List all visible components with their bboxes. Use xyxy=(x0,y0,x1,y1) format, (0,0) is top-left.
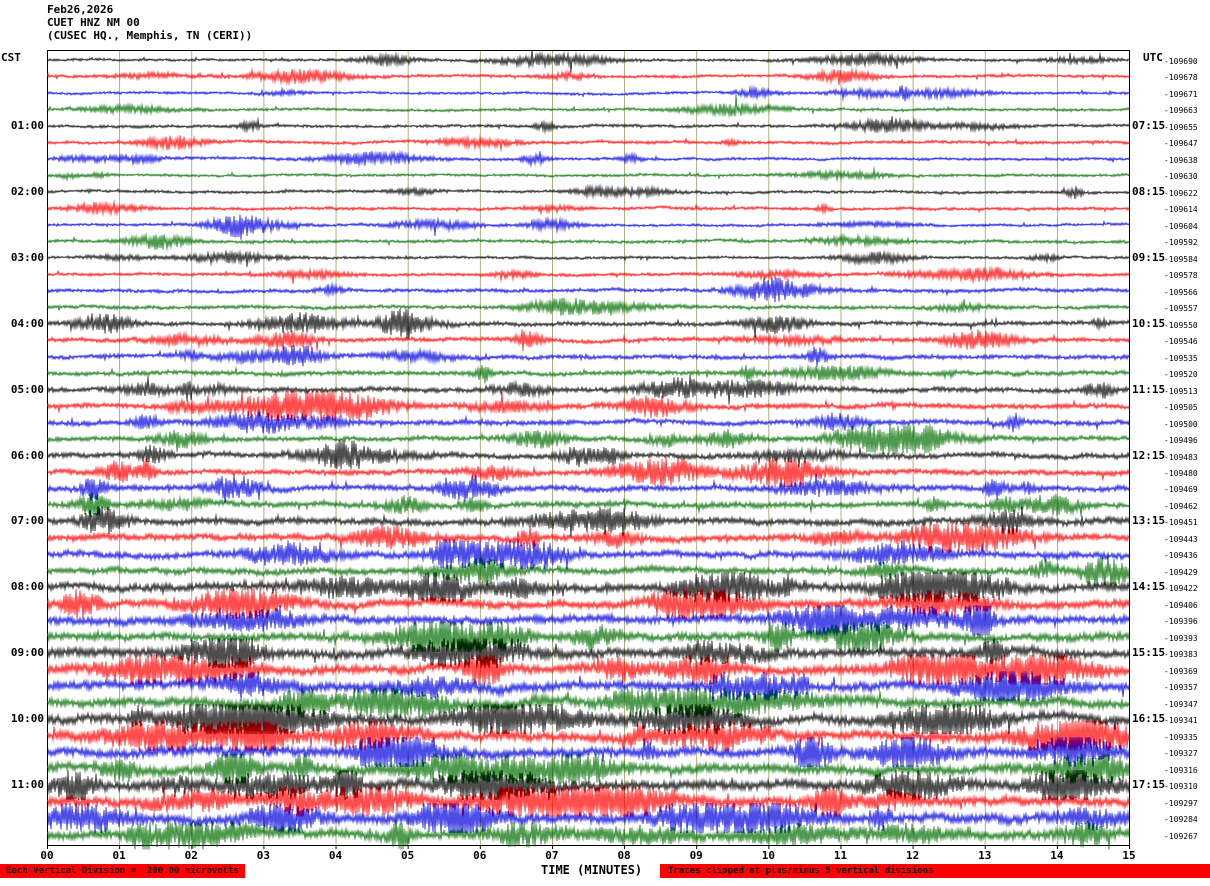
utc-hour-label: 11:15 xyxy=(1132,382,1166,396)
cst-hour-label: 03:00 xyxy=(10,250,44,264)
x-tick-label: 10 xyxy=(761,849,775,862)
trace-offset-label: -109592 xyxy=(1164,238,1198,248)
trace-offset-label: -109383 xyxy=(1164,650,1198,660)
trace-offset-label: -109513 xyxy=(1164,386,1198,396)
trace-offset-label: -109429 xyxy=(1164,567,1198,577)
trace-offset-label: -109480 xyxy=(1164,469,1198,478)
trace-offset-label: -109310 xyxy=(1164,782,1198,792)
trace-offset-label: -109462 xyxy=(1164,501,1198,511)
right-timezone-label: UTC xyxy=(1143,51,1163,64)
header-date: Feb26,2026 xyxy=(47,3,114,16)
seismogram-canvas xyxy=(47,50,1130,850)
trace-offset-label: -109284 xyxy=(1164,815,1198,825)
trace-offset-label: -109566 xyxy=(1164,287,1198,297)
seismogram-plot-area xyxy=(47,50,1130,850)
trace-offset-label: -109622 xyxy=(1164,188,1198,198)
trace-offset-label: -109436 xyxy=(1164,551,1198,561)
x-tick-label: 05 xyxy=(401,849,415,862)
trace-offset-label: -109443 xyxy=(1164,534,1198,544)
x-tick-label: 04 xyxy=(328,849,343,862)
x-tick-label: 00 xyxy=(40,849,54,862)
trace-offset-label: -109347 xyxy=(1164,699,1198,709)
trace-offset-label: -109578 xyxy=(1164,271,1198,281)
utc-hour-label: 16:15 xyxy=(1132,712,1166,726)
trace-offset-label: -109316 xyxy=(1164,765,1198,775)
trace-offset-label: -109267 xyxy=(1164,831,1198,841)
trace-offset-label: -109297 xyxy=(1164,798,1198,808)
trace-offset-label: -109341 xyxy=(1164,716,1198,726)
trace-offset-label: -109671 xyxy=(1164,89,1198,99)
trace-offset-label: -109496 xyxy=(1164,436,1198,446)
trace-offset-label: -109614 xyxy=(1164,205,1198,215)
trace-offset-label: -109604 xyxy=(1164,221,1198,231)
x-tick-label: 08 xyxy=(617,849,631,862)
header-station-location: (CUSEC HQ., Memphis, TN (CERI)) xyxy=(47,29,253,42)
utc-hour-label: 15:15 xyxy=(1132,646,1166,660)
trace-offset-label: -109546 xyxy=(1164,337,1198,347)
cst-hour-label: 09:00 xyxy=(10,646,44,660)
utc-hour-label: 13:15 xyxy=(1132,514,1166,528)
utc-hour-label: 14:15 xyxy=(1132,580,1166,594)
utc-hour-label: 08:15 xyxy=(1132,184,1166,198)
cst-hour-label: 01:00 xyxy=(10,118,44,132)
utc-hour-label: 17:15 xyxy=(1132,778,1166,792)
cst-hour-label: 11:00 xyxy=(10,778,44,792)
x-axis-title: TIME (MINUTES) xyxy=(541,863,643,877)
trace-offset-label: -109500 xyxy=(1164,419,1198,429)
cst-hour-label: 08:00 xyxy=(10,580,44,594)
trace-offset-label: -109335 xyxy=(1164,732,1198,742)
left-timezone-label: CST xyxy=(1,51,21,64)
cst-hour-label: 07:00 xyxy=(10,514,44,528)
trace-offset-label: -109655 xyxy=(1164,122,1198,132)
trace-offset-label: -109327 xyxy=(1164,749,1198,759)
trace-offset-label: -109550 xyxy=(1164,320,1198,330)
trace-offset-label: -109663 xyxy=(1164,106,1198,116)
trace-offset-label: -109469 xyxy=(1164,485,1198,495)
trace-offset-label: -109638 xyxy=(1164,155,1198,165)
trace-offset-label: -109357 xyxy=(1164,683,1198,693)
trace-offset-label: -109630 xyxy=(1164,172,1198,182)
x-tick-label: 07 xyxy=(545,849,559,862)
trace-offset-label: -109535 xyxy=(1164,353,1198,363)
cst-hour-label: 06:00 xyxy=(10,448,44,462)
header-station-id: CUET HNZ NM 00 xyxy=(47,16,140,29)
trace-offset-label: -109396 xyxy=(1164,617,1198,627)
utc-hour-label: 09:15 xyxy=(1132,250,1166,264)
cst-hour-label: 04:00 xyxy=(10,316,44,330)
x-tick-label: 06 xyxy=(473,849,487,862)
x-tick-label: 09 xyxy=(689,849,703,862)
trace-offset-label: -109647 xyxy=(1164,139,1198,149)
trace-offset-label: -109369 xyxy=(1164,666,1198,676)
utc-hour-label: 10:15 xyxy=(1132,316,1166,330)
footer-clip-note: Traces clipped at plus/minus 5 vertical … xyxy=(660,864,1210,878)
x-tick-label: 14 xyxy=(1050,849,1064,862)
trace-offset-label: -109584 xyxy=(1164,254,1198,264)
footer-scale-note: Each Vertical Division = 200.00 microvol… xyxy=(0,864,245,878)
x-tick-label: 11 xyxy=(833,849,848,862)
x-tick-label: 02 xyxy=(184,849,198,862)
x-tick-label: 15 xyxy=(1122,849,1136,862)
utc-hour-label: 12:15 xyxy=(1132,448,1166,462)
trace-offset-label: -109690 xyxy=(1164,57,1198,66)
trace-offset-label: -109406 xyxy=(1164,600,1198,610)
cst-hour-label: 05:00 xyxy=(10,382,44,396)
trace-offset-label: -109520 xyxy=(1164,370,1198,380)
trace-offset-label: -109557 xyxy=(1164,304,1198,314)
trace-offset-label: -109678 xyxy=(1164,73,1198,83)
trace-offset-label: -109422 xyxy=(1164,584,1198,594)
trace-offset-label: -109505 xyxy=(1164,403,1198,413)
trace-offset-label: -109483 xyxy=(1164,452,1198,462)
x-tick-label: 12 xyxy=(905,849,920,862)
utc-hour-label: 07:15 xyxy=(1132,118,1166,132)
x-tick-label: 03 xyxy=(256,849,271,862)
cst-hour-label: 10:00 xyxy=(10,712,44,726)
x-tick-label: 01 xyxy=(112,849,126,862)
trace-offset-label: -109393 xyxy=(1164,633,1198,643)
trace-offset-label: -109451 xyxy=(1164,518,1198,528)
cst-hour-label: 02:00 xyxy=(10,184,44,198)
x-tick-label: 13 xyxy=(978,849,992,862)
